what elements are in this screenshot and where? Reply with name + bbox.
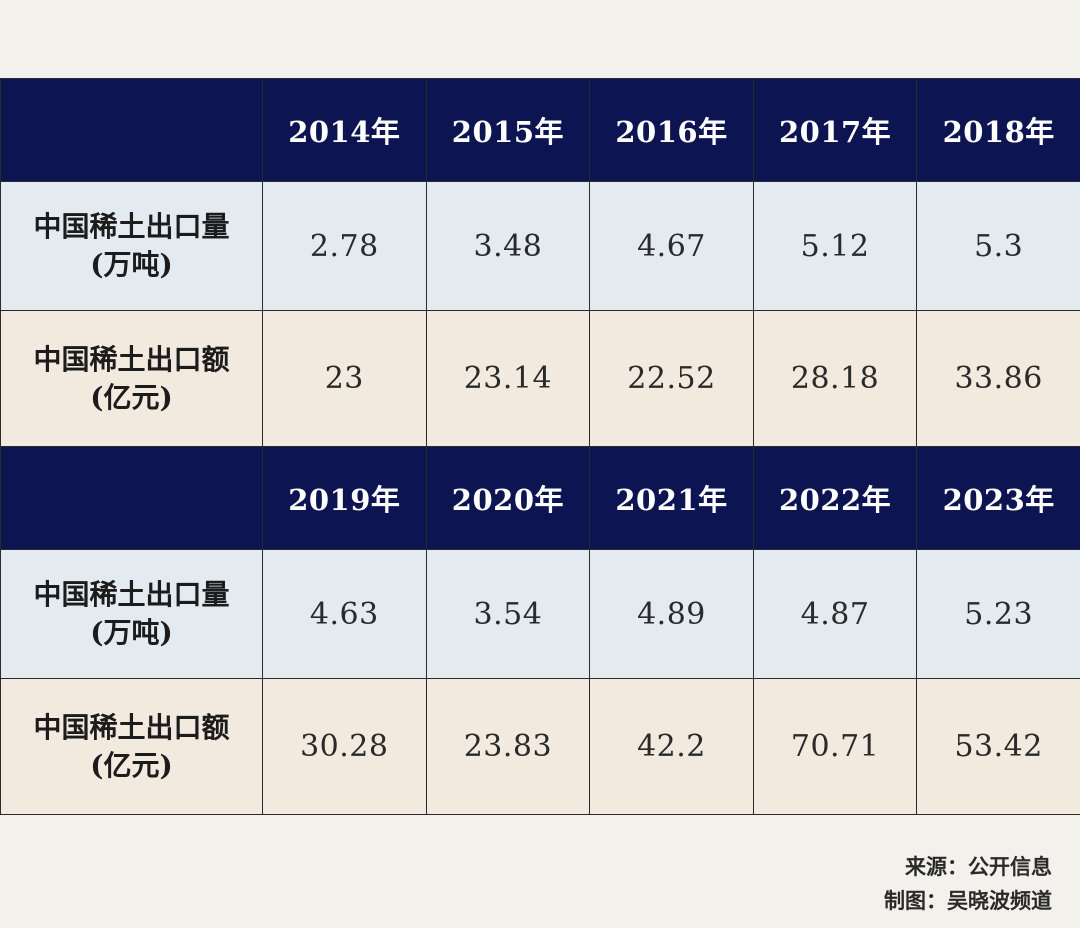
data-cell-value: 42.2 [589, 678, 754, 815]
row-label-unit: (亿元) [90, 380, 173, 414]
table-row-value: 中国稀土出口额 (亿元) 30.28 23.83 42.2 70.71 53.42 [0, 678, 1080, 815]
data-cell-quantity: 4.89 [589, 549, 754, 679]
year-header-cell: 2019年 [262, 446, 427, 550]
row-label-quantity: 中国稀土出口量 (万吨) [0, 549, 263, 679]
table-row-quantity: 中国稀土出口量 (万吨) 4.63 3.54 4.89 4.87 5.23 [0, 549, 1080, 679]
row-label-value: 中国稀土出口额 (亿元) [0, 310, 263, 447]
year-header-cell: 2020年 [425, 446, 591, 550]
row-label-value: 中国稀土出口额 (亿元) [0, 678, 263, 815]
data-cell-value: 22.52 [589, 310, 754, 447]
data-cell-value: 28.18 [752, 310, 918, 447]
year-header-cell: 2018年 [916, 78, 1080, 182]
data-cell-value: 30.28 [262, 678, 427, 815]
row-label-unit: (亿元) [90, 748, 173, 782]
data-cell-quantity: 3.54 [425, 549, 591, 679]
footer-notes: 来源：公开信息 制图：吴晓波频道 [884, 850, 1052, 918]
row-label-text: 中国稀土出口额 [33, 342, 230, 376]
year-header-cell: 2022年 [752, 446, 918, 550]
header-corner-cell [0, 78, 263, 182]
year-header-row: 2014年 2015年 2016年 2017年 2018年 [0, 78, 1080, 182]
row-label-unit: (万吨) [90, 616, 173, 649]
year-header-cell: 2023年 [916, 446, 1080, 550]
year-header-row: 2019年 2020年 2021年 2022年 2023年 [0, 446, 1080, 550]
data-cell-quantity: 5.3 [916, 181, 1080, 311]
year-header-cell: 2015年 [425, 78, 591, 182]
data-cell-quantity: 2.78 [262, 181, 427, 311]
rare-earth-export-table: 2014年 2015年 2016年 2017年 2018年中国稀土出口量 (万吨) 2.78… [0, 78, 1080, 815]
data-cell-quantity: 4.67 [589, 181, 754, 311]
header-corner-cell [0, 446, 263, 550]
year-header-cell: 2016年 [589, 78, 754, 182]
row-label-text: 中国稀土出口量 [33, 210, 230, 243]
year-header-cell: 2017年 [752, 78, 918, 182]
data-cell-quantity: 5.23 [916, 549, 1080, 679]
table-row-quantity: 中国稀土出口量 (万吨) 2.78 3.48 4.67 5.12 5.3 [0, 181, 1080, 311]
row-label-unit: (万吨) [90, 248, 173, 281]
data-cell-quantity: 4.63 [262, 549, 427, 679]
data-cell-value: 23.83 [425, 678, 591, 815]
data-cell-value: 70.71 [752, 678, 918, 815]
data-cell-quantity: 5.12 [752, 181, 918, 311]
data-cell-value: 53.42 [916, 678, 1080, 815]
data-cell-value: 23 [262, 310, 427, 447]
year-header-cell: 2014年 [262, 78, 427, 182]
row-label-quantity: 中国稀土出口量 (万吨) [0, 181, 263, 311]
source-note: 来源：公开信息 [905, 855, 1052, 879]
year-header-cell: 2021年 [589, 446, 754, 550]
table-body: 2014年 2015年 2016年 2017年 2018年中国稀土出口量 (万吨) 2.78… [0, 78, 1080, 815]
data-cell-value: 33.86 [916, 310, 1080, 447]
data-cell-value: 23.14 [425, 310, 591, 447]
credit-note: 制图：吴晓波频道 [884, 889, 1052, 913]
row-label-text: 中国稀土出口额 [33, 710, 230, 744]
table-row-value: 中国稀土出口额 (亿元) 23 23.14 22.52 28.18 33.86 [0, 310, 1080, 447]
row-label-text: 中国稀土出口量 [33, 578, 230, 611]
rare-earth-export-table-container: 2014年 2015年 2016年 2017年 2018年中国稀土出口量 (万吨) 2.78… [0, 78, 1080, 815]
data-cell-quantity: 4.87 [752, 549, 918, 679]
data-cell-quantity: 3.48 [425, 181, 591, 311]
